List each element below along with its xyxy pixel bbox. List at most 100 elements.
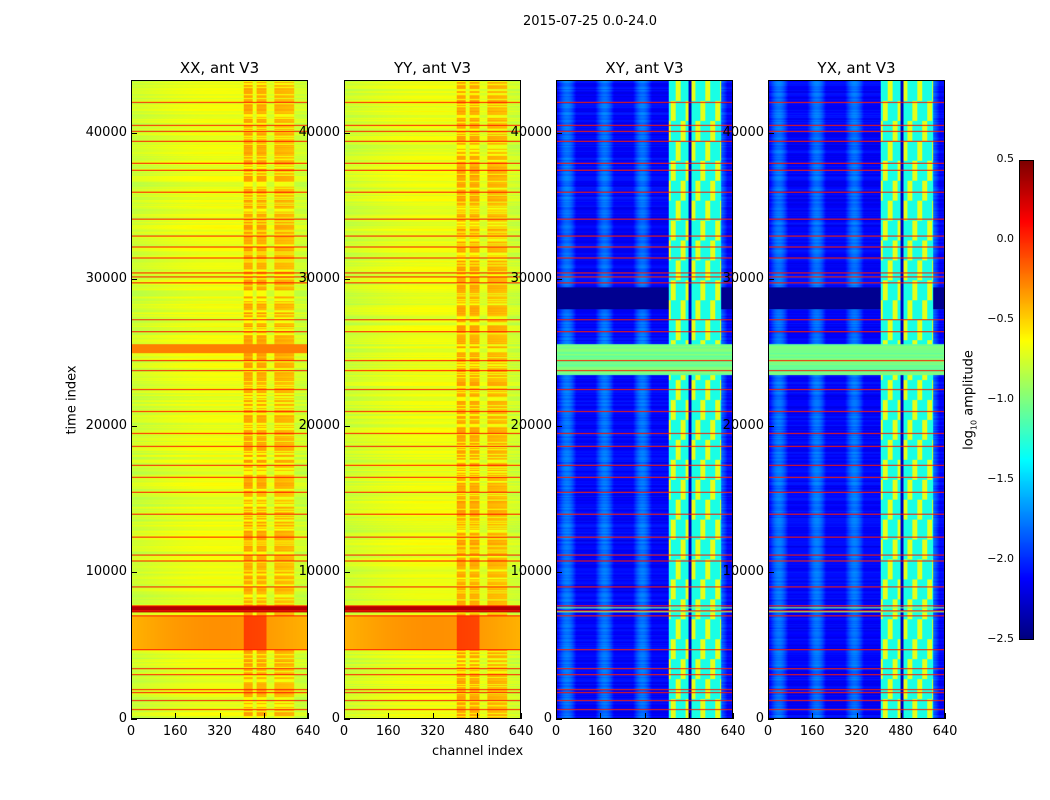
x-tick-label: 480 <box>888 724 914 739</box>
heatmap-panel-3 <box>768 80 945 719</box>
x-tick-label: 480 <box>676 724 702 739</box>
x-tick-mark <box>945 713 946 719</box>
x-tick-label: 160 <box>375 724 401 739</box>
y-tick-label: 30000 <box>298 271 340 287</box>
y-tick-label: 0 <box>118 711 127 726</box>
x-tick-mark <box>476 713 478 719</box>
y-tick-label: 30000 <box>85 271 127 287</box>
x-tick-label: 160 <box>587 724 613 739</box>
y-tick-mark <box>768 279 774 281</box>
y-tick-label: 0 <box>331 711 340 726</box>
heatmap-image <box>345 81 520 718</box>
x-tick-mark <box>388 713 390 719</box>
y-tick-label: 10000 <box>298 564 340 580</box>
colorbar-label: log10 amplitude <box>962 350 979 450</box>
figure-title: 2015-07-25 0.0-24.0 <box>523 14 657 29</box>
x-tick-label: 160 <box>799 724 825 739</box>
x-tick-label: 480 <box>251 724 277 739</box>
x-tick-label: 320 <box>844 724 869 739</box>
y-tick-mark <box>344 132 350 134</box>
x-tick-label: 640 <box>932 724 958 739</box>
y-tick-mark <box>131 132 137 134</box>
y-tick-mark <box>131 572 137 574</box>
y-tick-mark <box>131 279 137 281</box>
y-tick-label: 10000 <box>722 564 764 580</box>
panel-title: XX, ant V3 <box>179 59 260 77</box>
y-axis-label: time index <box>64 365 80 435</box>
x-tick-mark <box>733 713 734 719</box>
x-tick-mark <box>900 713 902 719</box>
y-tick-mark <box>344 425 350 427</box>
y-tick-label: 30000 <box>510 271 552 287</box>
x-tick-mark <box>556 713 557 719</box>
y-tick-label: 0 <box>755 711 764 726</box>
heatmap-panel-0 <box>131 80 308 719</box>
colorbar-tick-label: 0.0 <box>996 232 1015 245</box>
y-tick-mark <box>556 719 562 720</box>
panel-title: XY, ant V3 <box>605 59 684 77</box>
y-tick-mark <box>768 132 774 134</box>
y-tick-mark <box>131 425 137 427</box>
y-tick-mark <box>768 719 774 720</box>
y-tick-mark <box>344 719 350 720</box>
x-tick-label: 640 <box>720 724 746 739</box>
x-tick-label: 320 <box>632 724 657 739</box>
x-tick-label: 0 <box>551 724 561 739</box>
heatmap-image <box>769 81 944 718</box>
y-tick-label: 20000 <box>298 417 340 433</box>
x-tick-label: 640 <box>508 724 534 739</box>
x-tick-label: 0 <box>126 724 136 739</box>
colorbar-tick-label: 0.5 <box>996 152 1015 165</box>
colorbar <box>1019 160 1034 640</box>
y-tick-mark <box>131 719 137 720</box>
y-tick-label: 0 <box>543 711 552 726</box>
x-tick-mark <box>131 713 132 719</box>
colorbar-label-sub: 10 <box>969 419 979 431</box>
colorbar-label-log: log <box>961 430 977 450</box>
y-tick-mark <box>556 425 562 427</box>
y-tick-mark <box>556 572 562 574</box>
colorbar-tick-label: −1.0 <box>987 392 1014 405</box>
x-tick-mark <box>856 713 858 719</box>
x-tick-label: 160 <box>162 724 188 739</box>
x-tick-mark <box>812 713 814 719</box>
x-tick-mark <box>768 713 769 719</box>
y-tick-label: 10000 <box>510 564 552 580</box>
x-tick-label: 0 <box>763 724 773 739</box>
x-tick-label: 320 <box>420 724 445 739</box>
x-tick-label: 480 <box>464 724 490 739</box>
x-tick-mark <box>175 713 177 719</box>
colorbar-tick-label: −0.5 <box>987 312 1014 325</box>
x-tick-mark <box>600 713 602 719</box>
x-tick-mark <box>644 713 646 719</box>
y-tick-label: 40000 <box>722 124 764 140</box>
colorbar-tick-label: −2.0 <box>987 552 1014 565</box>
colorbar-tick-label: −2.5 <box>987 632 1014 645</box>
heatmap-image <box>132 81 307 718</box>
y-tick-label: 40000 <box>85 124 127 140</box>
heatmap-image <box>557 81 732 718</box>
y-tick-label: 20000 <box>722 417 764 433</box>
y-tick-label: 40000 <box>510 124 552 140</box>
y-tick-mark <box>344 572 350 574</box>
x-tick-mark <box>308 713 309 719</box>
heatmap-panel-1 <box>344 80 521 719</box>
x-tick-mark <box>688 713 690 719</box>
y-tick-mark <box>556 279 562 281</box>
x-tick-mark <box>521 713 522 719</box>
y-tick-label: 20000 <box>510 417 552 433</box>
x-tick-mark <box>432 713 434 719</box>
panel-title: YY, ant V3 <box>393 59 471 77</box>
y-tick-mark <box>768 572 774 574</box>
x-axis-label: channel index <box>432 744 524 759</box>
x-tick-label: 640 <box>295 724 321 739</box>
colorbar-tick-label: −1.5 <box>987 472 1014 485</box>
x-tick-mark <box>344 713 345 719</box>
heatmap-panel-2 <box>556 80 733 719</box>
y-tick-label: 40000 <box>298 124 340 140</box>
y-tick-label: 20000 <box>85 417 127 433</box>
y-tick-mark <box>556 132 562 134</box>
y-tick-mark <box>344 279 350 281</box>
y-tick-label: 30000 <box>722 271 764 287</box>
